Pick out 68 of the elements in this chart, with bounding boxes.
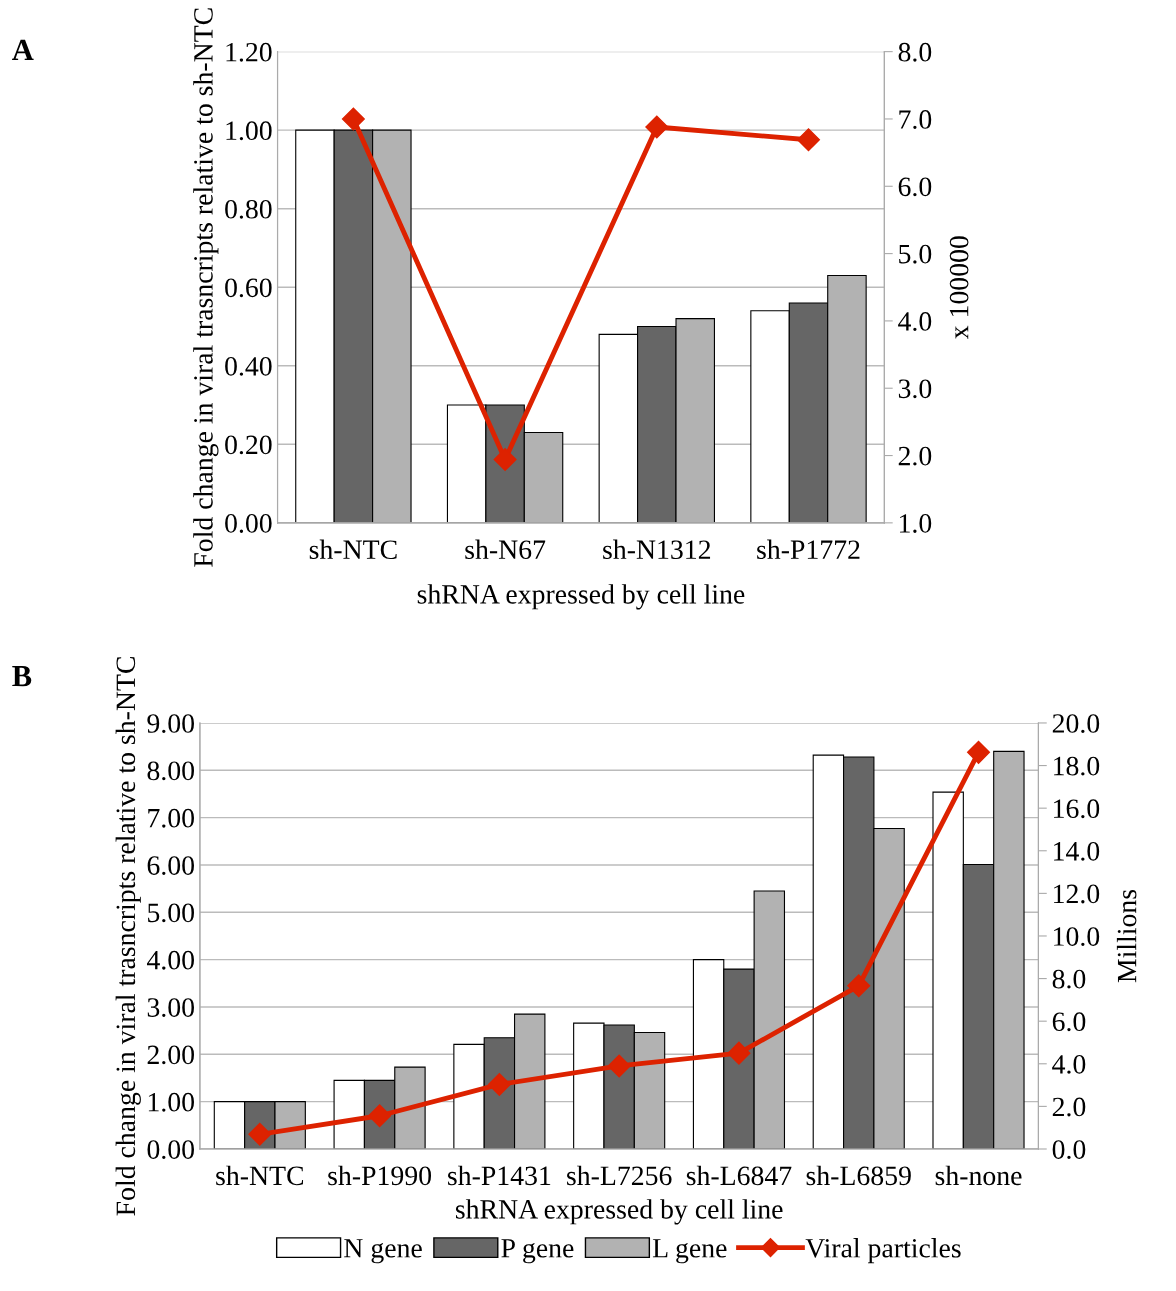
y2-tick-label: 1.0 <box>899 514 932 533</box>
y2-tick-label: 8.0 <box>898 42 932 62</box>
y2-tick-label: 20.0 <box>1052 714 1100 733</box>
y-tick-label: 9.00 <box>147 714 194 733</box>
text: B <box>12 666 32 687</box>
x-tick-label: sh-L6859 <box>806 1165 911 1186</box>
x-tick-label: sh-NTC <box>216 1165 304 1186</box>
x-tick-label: sh-P1772 <box>757 539 860 560</box>
y-tick-label: 8.00 <box>147 761 194 781</box>
y-axis-title: Fold change in viral trasncripts relative to sh-NTC <box>193 8 219 567</box>
y2-tick-label: 2.0 <box>1052 1097 1086 1117</box>
point <box>487 1072 511 1096</box>
point <box>727 1041 751 1065</box>
y2-axis-title: x 100000 <box>949 236 969 340</box>
y-tick-label: 0.00 <box>225 514 272 533</box>
y2-tick-label: 16.0 <box>1054 799 1100 819</box>
legend-label: N gene <box>344 1239 422 1264</box>
y2-tick-label: 6.0 <box>898 177 932 197</box>
y2-tick-label: 4.0 <box>1052 1054 1086 1074</box>
x-tick-label: sh-NTC <box>309 539 397 560</box>
y-tick-label: 0.80 <box>225 199 272 219</box>
x-tick-label: sh-L6847 <box>686 1165 792 1186</box>
x-axis-title: shRNA expressed by cell line <box>417 584 745 610</box>
legend-label: L gene <box>652 1239 727 1264</box>
y-tick-label: 1.20 <box>226 42 272 62</box>
y-tick-label: 3.00 <box>147 998 194 1018</box>
point <box>493 448 517 472</box>
y2-tick-label: 6.0 <box>1052 1012 1086 1032</box>
x-tick-label: sh-L7256 <box>567 1165 672 1186</box>
x-axis-title: shRNA expressed by cell line <box>455 1199 783 1225</box>
y2-tick-label: 10.0 <box>1054 927 1100 947</box>
x-tick-label: sh-none <box>935 1165 1022 1186</box>
y-tick-label: 2.00 <box>147 1045 194 1065</box>
y-tick-label: 6.00 <box>147 856 194 875</box>
y2-tick-label: 4.0 <box>898 312 932 331</box>
y-tick-label: 1.00 <box>226 121 272 141</box>
point <box>967 740 991 764</box>
y2-tick-label: 8.0 <box>1052 969 1086 989</box>
y2-axis-title: Millions <box>1116 889 1137 983</box>
y-tick-label: 0.20 <box>225 435 272 455</box>
y-tick-label: 0.60 <box>225 278 272 298</box>
x-tick-label: sh-P1431 <box>448 1165 551 1186</box>
x-tick-label: sh-P1990 <box>328 1165 432 1186</box>
point <box>607 1054 631 1078</box>
y2-tick-label: 7.0 <box>899 110 932 129</box>
y2-tick-label: 3.0 <box>898 379 932 399</box>
legend-label: P gene <box>501 1239 574 1264</box>
y-tick-label: 0.40 <box>225 356 272 376</box>
point <box>797 128 820 152</box>
y-tick-label: 4.00 <box>146 950 194 970</box>
y2-tick-label: 5.0 <box>899 244 932 264</box>
y2-tick-label: 18.0 <box>1054 756 1100 776</box>
y-axis-title: Fold change in viral trasncripts relative to sh-NTC <box>115 657 141 1216</box>
x-tick-label: sh-N1312 <box>603 539 711 560</box>
x-tick-label: sh-N67 <box>465 539 546 560</box>
y2-tick-label: 14.0 <box>1054 841 1100 861</box>
y-tick-label: 7.00 <box>148 808 194 828</box>
y2-tick-label: 2.0 <box>898 446 932 466</box>
y-tick-label: 1.00 <box>148 1092 194 1112</box>
y-tick-label: 5.00 <box>148 903 194 923</box>
point <box>847 974 871 998</box>
y-tick-label: 0.00 <box>147 1140 194 1160</box>
text: A <box>12 39 34 60</box>
legend-label: Viral particles <box>805 1238 961 1264</box>
point <box>341 107 365 131</box>
point <box>645 115 669 139</box>
y2-tick-label: 0.0 <box>1052 1140 1086 1160</box>
y2-tick-label: 12.0 <box>1054 884 1100 904</box>
